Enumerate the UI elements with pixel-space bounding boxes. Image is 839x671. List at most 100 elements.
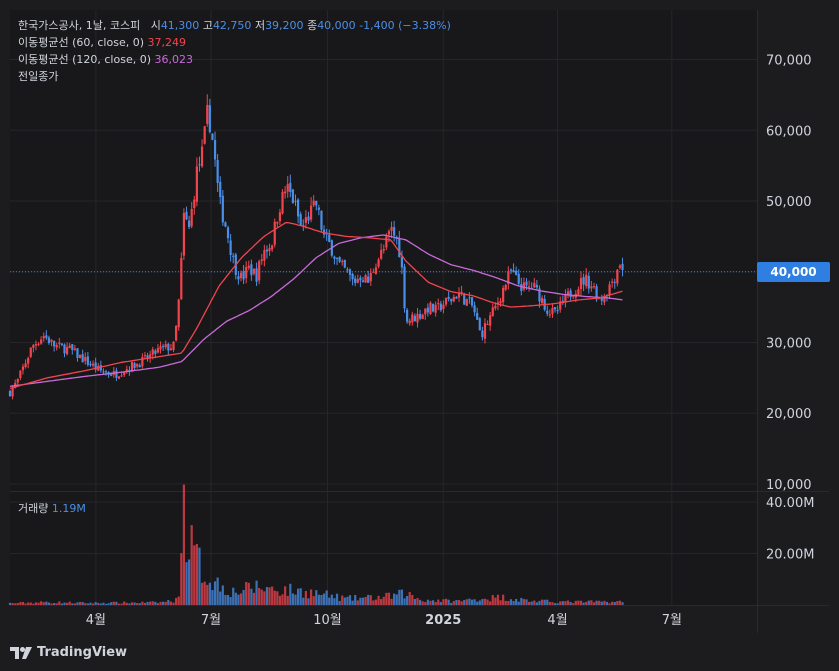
candle-body [346,269,349,271]
volume-bar [572,603,575,605]
candle-body [520,284,523,291]
candle-body [356,279,359,283]
high-label: 고 [202,19,213,32]
volume-bar [592,602,596,605]
volume-bar [447,599,450,605]
prev-close-legend[interactable]: 전일종가 [18,68,58,85]
volume-bar [273,590,276,605]
candle-body [299,214,302,226]
candle-body [322,229,326,235]
candle-body [611,281,614,283]
volume-bar [45,601,48,605]
candle-body [164,344,167,348]
volume-bar [525,599,528,605]
volume-bar [63,602,66,605]
volume-bar [291,593,295,605]
volume-bar [564,601,567,605]
tradingview-logo[interactable]: TradingView [10,645,127,660]
candle-body [211,133,214,140]
candle-body [297,199,300,217]
candle-body [483,323,487,339]
low-label: 저 [254,19,266,32]
volume-bar [221,585,224,605]
volume-bar [71,603,74,605]
volume-bar [393,593,396,605]
candle-body [569,290,572,298]
volume-bar [387,592,391,605]
symbol-name[interactable]: 한국가스공사, 1날, 코스피 [18,19,141,32]
time-tick-label: 4월 [547,613,567,628]
change-value: -1,400 (−3.38%) [359,19,451,32]
candle-body [177,299,180,328]
volume-bar [81,602,84,605]
volume-bar [483,598,487,605]
ma60-legend[interactable]: 이동평균선 (60, close, 0) 37,249 [18,34,186,51]
volume-bar [444,598,448,605]
ma120-legend[interactable]: 이동평균선 (120, close, 0) 36,023 [18,51,193,68]
volume-bar [265,587,269,605]
volume-bar [356,600,359,605]
volume-bar [94,602,97,605]
candle-body [494,305,497,309]
candle-body [265,249,269,252]
ma60-label: 이동평균선 (60, close, 0) [18,36,144,49]
candle-body [130,362,134,372]
candle-body [463,293,466,305]
volume-bar [559,601,562,605]
volume-bar [294,594,297,605]
candle-body [110,374,113,376]
volume-bar [515,598,518,605]
volume-bar [86,603,89,605]
candle-body [434,304,437,313]
candle-body [34,344,38,346]
volume-bar [504,600,507,605]
candle-body [216,160,219,183]
volume-bar [185,562,188,605]
candle-body [538,288,541,302]
candle-body [263,250,266,261]
volume-bar [621,602,624,605]
candle-body [86,356,89,365]
candle-body [476,312,479,320]
close-value: 40,000 [317,19,356,32]
candle-body [24,363,27,368]
candle-body [390,226,393,231]
brand-label: TradingView [37,645,128,660]
candle-body [89,363,92,366]
volume-bar [120,603,123,605]
volume-bar [463,600,466,605]
candle-body [328,234,331,242]
volume-bar [206,584,209,605]
candle-body [255,268,258,282]
volume-bar [442,599,445,605]
volume-bar [426,599,429,605]
volume-bar [11,603,14,605]
candle-body [361,280,365,283]
volume-bar [312,596,315,605]
candle-body [53,340,56,347]
candle-body [421,314,424,320]
volume-bar [260,589,263,605]
volume-bar [330,594,333,605]
candle-body [281,191,284,214]
volume-bar [34,602,38,605]
volume-bar [42,602,45,605]
candle-body [66,346,69,355]
volume-bar [476,601,479,605]
candle-body [444,297,448,305]
volume-bar [470,599,474,605]
volume-legend[interactable]: 거래량 1.19M [18,500,86,517]
volume-bar [431,600,435,605]
volume-bar [603,600,606,605]
candle-body [258,261,261,281]
volume-bar [123,601,126,605]
candle-body [94,362,97,370]
price-tick-label: 20,000 [766,407,812,422]
candle-body [465,298,468,306]
volume-bar [569,602,572,605]
volume-bar [211,590,214,605]
volume-bar [216,577,219,605]
volume-bar [400,589,404,605]
candle-body [273,221,276,245]
